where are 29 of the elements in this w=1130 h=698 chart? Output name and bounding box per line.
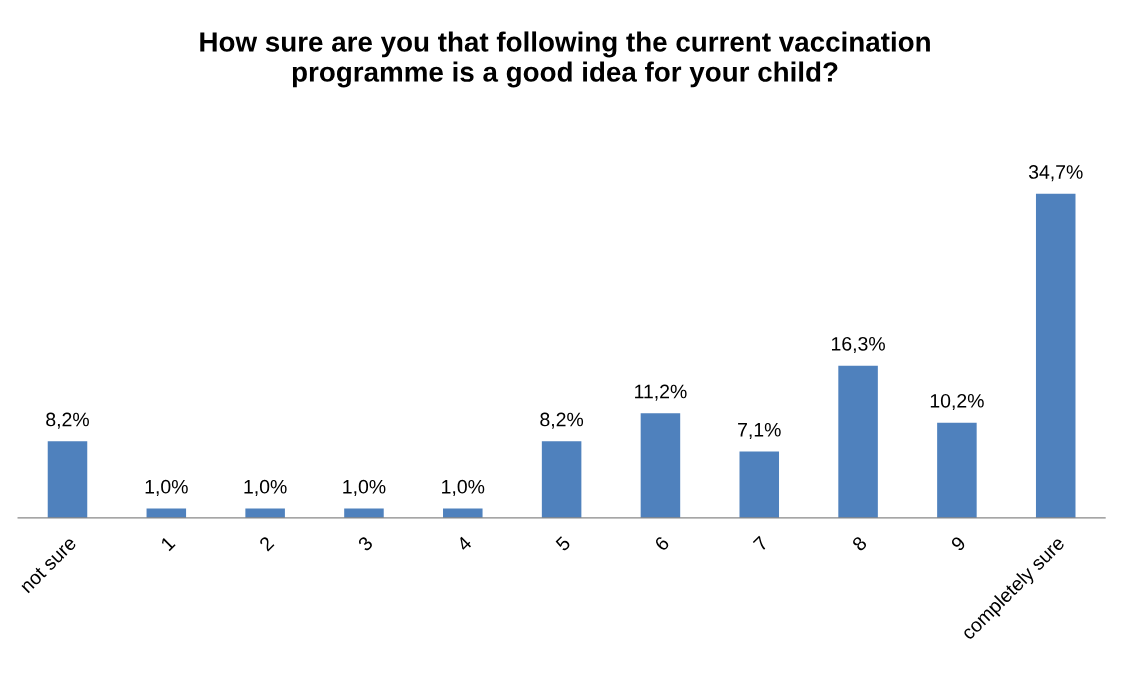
x-tick-label: 6 (653, 535, 670, 552)
bar (541, 441, 582, 518)
x-tick-label: 8 (851, 535, 868, 552)
bar (47, 441, 88, 518)
chart-title: How sure are you that following the current vaccination programme is a good idea for your child? (200, 31, 930, 88)
bar (640, 413, 681, 518)
x-tick-label: not sure (19, 536, 77, 594)
x-tick-label: 1 (160, 535, 176, 552)
bar (838, 365, 878, 518)
data-label: 11,2% (635, 384, 687, 401)
data-label: 8,2% (46, 412, 89, 429)
data-label: 1,0% (145, 479, 188, 496)
bar (937, 422, 977, 518)
bar (739, 451, 780, 518)
data-label: 1,0% (442, 479, 485, 496)
x-tick-label: 7 (752, 535, 769, 552)
x-tick-label: 2 (258, 535, 275, 552)
data-label: 8,2% (540, 412, 584, 429)
data-label: 16,3% (832, 336, 885, 354)
x-tick-label: 4 (455, 535, 473, 552)
data-label: 1,0% (244, 479, 287, 496)
x-tick-label: 3 (357, 535, 374, 552)
data-label: 10,2% (930, 393, 984, 410)
data-label: 1,0% (343, 479, 386, 496)
data-label: 34,7% (1028, 165, 1083, 182)
bar (1035, 193, 1076, 518)
data-label: 7,1% (738, 422, 781, 439)
x-tick-label: 5 (555, 535, 572, 552)
x-tick-label: 9 (950, 535, 967, 552)
